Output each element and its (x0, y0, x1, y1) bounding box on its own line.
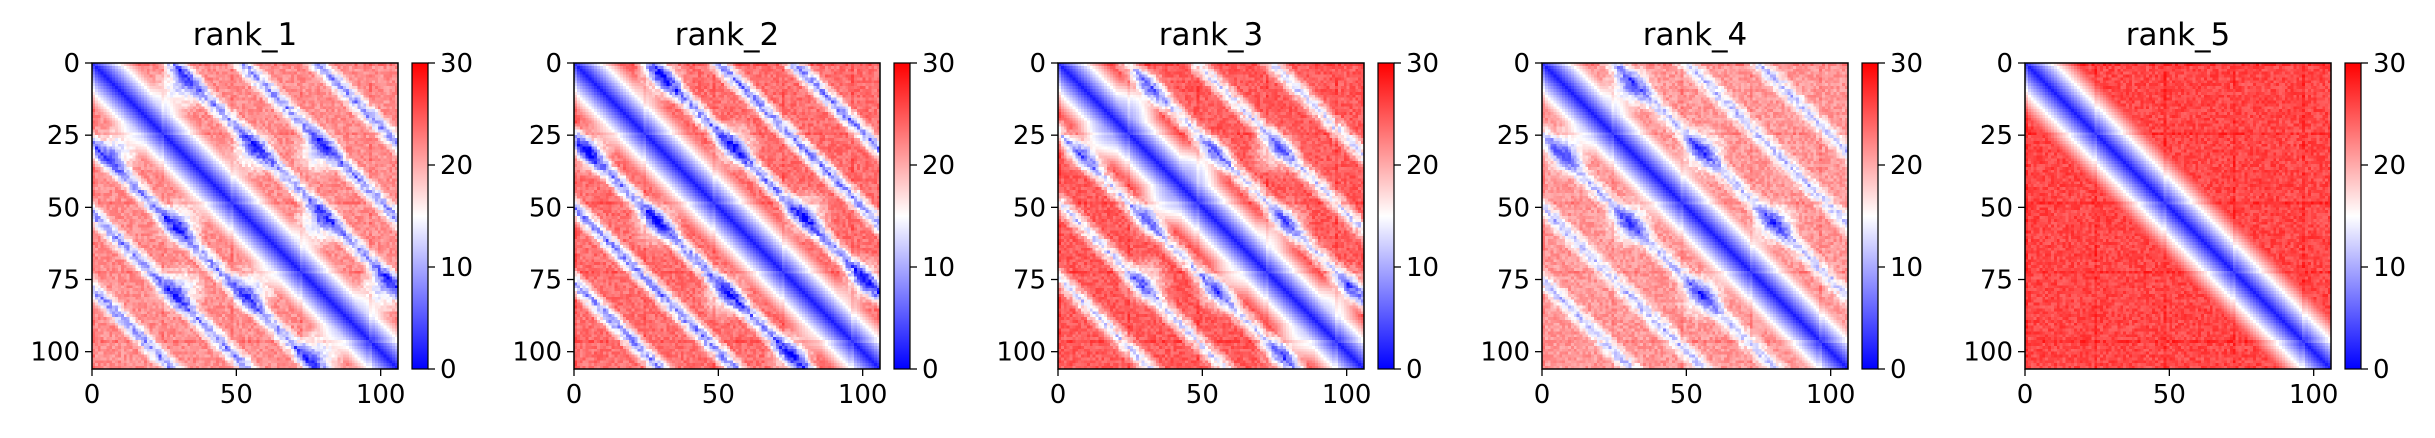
y-tick-label: 25 (47, 121, 80, 151)
y-tick-label: 0 (1029, 49, 1046, 79)
y-tick-label: 75 (529, 266, 562, 296)
x-tick-label: 0 (2017, 380, 2034, 410)
colorbar (893, 62, 911, 370)
y-tick-label: 100 (1480, 338, 1530, 368)
heatmap-4 (1542, 63, 1848, 369)
y-tick-label: 50 (47, 193, 80, 223)
colorbar (2344, 62, 2362, 370)
y-tick-label: 25 (529, 121, 562, 151)
colorbar-tick-label: 10 (1890, 253, 1923, 283)
colorbar-tick-label: 30 (2373, 49, 2406, 79)
x-tick-label: 50 (2153, 380, 2186, 410)
y-tick-label: 75 (1013, 266, 1046, 296)
x-tick-label: 100 (356, 380, 406, 410)
chart-title: rank_4 (1643, 17, 1748, 53)
colorbar-tick-label: 20 (440, 151, 473, 181)
y-tick-label: 75 (47, 266, 80, 296)
x-tick-label: 100 (1322, 380, 1372, 410)
x-tick-label: 100 (2289, 380, 2339, 410)
colorbar-tick-label: 30 (1406, 49, 1439, 79)
heatmap-frame (1541, 62, 1849, 370)
colorbar-tick-label: 10 (440, 253, 473, 283)
heatmap-frame (1057, 62, 1365, 370)
y-tick-label: 0 (1996, 49, 2013, 79)
colorbar-tick-label: 20 (922, 151, 955, 181)
colorbar-tick-label: 0 (922, 355, 939, 385)
y-tick-label: 25 (1013, 121, 1046, 151)
x-tick-label: 100 (838, 380, 888, 410)
chart-title: rank_1 (193, 17, 298, 53)
y-tick-label: 75 (1497, 266, 1530, 296)
x-tick-label: 50 (1670, 380, 1703, 410)
y-tick-label: 0 (63, 49, 80, 79)
y-tick-label: 50 (1497, 193, 1530, 223)
colorbar-tick-label: 10 (1406, 253, 1439, 283)
colorbar-tick-label: 30 (922, 49, 955, 79)
y-tick-label: 50 (1013, 193, 1046, 223)
colorbar-tick-label: 0 (1890, 355, 1907, 385)
x-tick-label: 0 (84, 380, 101, 410)
heatmap-3 (1058, 63, 1364, 369)
heatmap-frame (2024, 62, 2332, 370)
x-tick-label: 100 (1806, 380, 1856, 410)
y-tick-label: 25 (1980, 121, 2013, 151)
heatmap-2 (574, 63, 880, 369)
colorbar (1861, 62, 1879, 370)
y-tick-label: 50 (1980, 193, 2013, 223)
y-tick-label: 25 (1497, 121, 1530, 151)
x-tick-label: 0 (566, 380, 583, 410)
x-tick-label: 0 (1534, 380, 1551, 410)
colorbar-tick-label: 0 (1406, 355, 1423, 385)
y-tick-label: 0 (1513, 49, 1530, 79)
colorbar-tick-label: 20 (1406, 151, 1439, 181)
y-tick-label: 100 (30, 338, 80, 368)
heatmap-frame (91, 62, 399, 370)
x-tick-label: 50 (702, 380, 735, 410)
colorbar-tick-label: 10 (922, 253, 955, 283)
y-tick-label: 0 (545, 49, 562, 79)
colorbar-tick-label: 30 (1890, 49, 1923, 79)
y-tick-label: 75 (1980, 266, 2013, 296)
colorbar-tick-label: 20 (2373, 151, 2406, 181)
chart-title: rank_3 (1159, 17, 1264, 53)
x-tick-label: 50 (1186, 380, 1219, 410)
colorbar-tick-label: 0 (2373, 355, 2390, 385)
colorbar (1377, 62, 1395, 370)
colorbar (411, 62, 429, 370)
y-tick-label: 100 (512, 338, 562, 368)
x-tick-label: 0 (1050, 380, 1067, 410)
colorbar-tick-label: 30 (440, 49, 473, 79)
chart-title: rank_2 (675, 17, 780, 53)
heatmap-1 (92, 63, 398, 369)
heatmap-frame (573, 62, 881, 370)
colorbar-tick-label: 0 (440, 355, 457, 385)
y-tick-label: 100 (996, 338, 1046, 368)
heatmap-5 (2025, 63, 2331, 369)
y-tick-label: 100 (1963, 338, 2013, 368)
colorbar-tick-label: 20 (1890, 151, 1923, 181)
chart-title: rank_5 (2126, 17, 2231, 53)
colorbar-tick-label: 10 (2373, 253, 2406, 283)
x-tick-label: 50 (220, 380, 253, 410)
y-tick-label: 50 (529, 193, 562, 223)
